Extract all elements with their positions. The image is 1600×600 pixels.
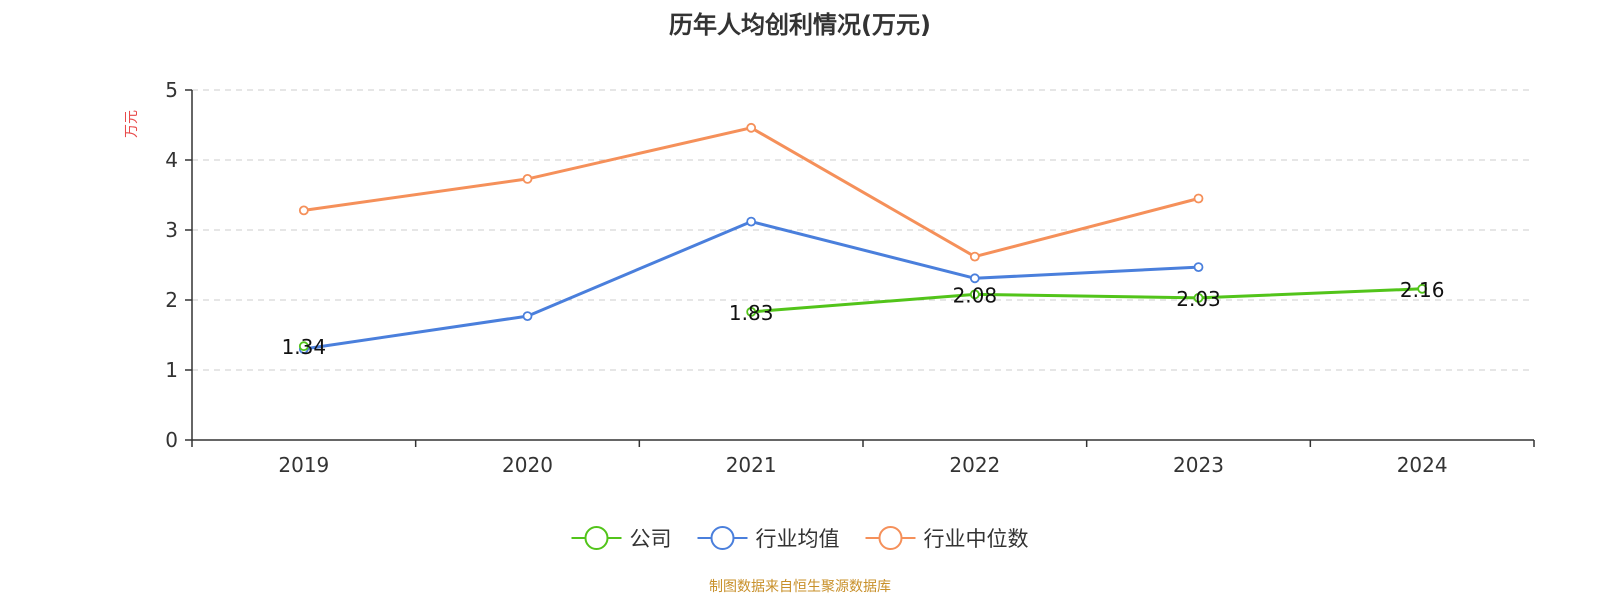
- point-2-2023: [1193, 193, 1204, 204]
- data-labels: 1.34 1.83 2.08 2.03 2.16: [282, 278, 1445, 359]
- point-2-2020: [522, 173, 533, 184]
- y-tick-label-4: 4: [165, 148, 178, 172]
- y-tick-label-0: 0: [165, 428, 178, 452]
- x-tick-label-2021: 2021: [726, 453, 777, 477]
- data-label-2024: 2.16: [1400, 278, 1445, 302]
- series-line-0-1: [749, 287, 1424, 314]
- source-note: 制图数据来自恒生聚源数据库: [709, 579, 891, 595]
- axes: 0 1 2 3 4 5 2019 2020 2021 2022 2023 2024: [165, 78, 1535, 477]
- y-axis-unit-label: 万元: [124, 110, 140, 138]
- point-0-2022: [969, 289, 980, 300]
- point-1-2020: [522, 311, 533, 322]
- y-tick-label-2: 2: [165, 288, 178, 312]
- point-0-2019: [298, 341, 309, 352]
- data-label-2019: 1.34: [282, 335, 327, 359]
- legend-item-1: 行业均值: [697, 526, 840, 551]
- legend-label-2: 行业中位数: [924, 527, 1029, 551]
- data-label-2023: 2.03: [1176, 287, 1221, 311]
- series-line-2-0: [302, 126, 1200, 259]
- series-1: [298, 216, 1204, 354]
- legend-marker-1: [710, 526, 735, 550]
- y-tick-label-3: 3: [165, 218, 178, 242]
- gridlines: [192, 89, 1534, 371]
- y-tick-label-1: 1: [165, 358, 178, 382]
- x-tick-label-2024: 2024: [1397, 453, 1448, 477]
- point-2-2021: [746, 122, 757, 133]
- x-tick-label-2023: 2023: [1173, 453, 1224, 477]
- point-1-2022: [969, 273, 980, 284]
- x-tick-label-2019: 2019: [278, 453, 329, 477]
- chart-title: 历年人均创利情况(万元): [669, 11, 931, 39]
- point-0-2023: [1193, 292, 1204, 303]
- x-tick-label-2022: 2022: [949, 453, 1000, 477]
- data-label-2022: 2.08: [953, 283, 998, 307]
- point-2-2022: [969, 251, 980, 262]
- legend-label-0: 公司: [630, 527, 672, 551]
- point-1-2023: [1193, 262, 1204, 273]
- point-0-2021: [746, 306, 757, 317]
- data-label-2021: 1.83: [729, 301, 774, 325]
- series-line-1-0: [302, 220, 1200, 351]
- legend: 公司 行业均值 行业中位数: [571, 526, 1029, 551]
- series-2: [298, 122, 1204, 262]
- series-0: [298, 283, 1428, 352]
- legend-label-1: 行业均值: [756, 527, 840, 551]
- x-tick-label-2020: 2020: [502, 453, 553, 477]
- point-2-2019: [298, 205, 309, 216]
- point-1-2021: [746, 216, 757, 227]
- legend-marker-0: [584, 526, 609, 550]
- legend-marker-2: [878, 526, 903, 550]
- legend-item-2: 行业中位数: [865, 526, 1029, 551]
- point-0-2024: [1417, 283, 1428, 294]
- series-lines: [298, 122, 1428, 354]
- legend-item-0: 公司: [571, 526, 672, 551]
- y-tick-label-5: 5: [165, 78, 178, 102]
